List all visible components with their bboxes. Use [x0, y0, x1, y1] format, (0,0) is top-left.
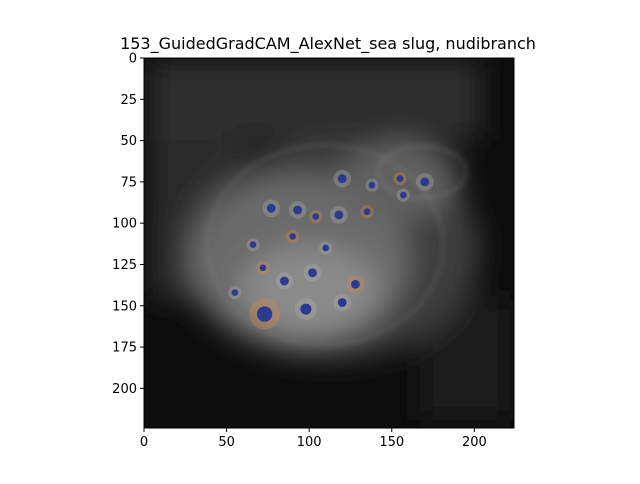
y-tick-label: 50: [120, 134, 137, 149]
y-tick-label: 100: [112, 217, 137, 232]
figure-title: 153_GuidedGradCAM_AlexNet_sea slug, nudi…: [120, 34, 536, 53]
y-tick-label: 0: [129, 52, 137, 67]
spot-dot: [312, 213, 320, 220]
y-tick-label: 150: [112, 299, 137, 314]
spot-dot: [368, 181, 376, 189]
x-axis-ticks: 0 50 100 150 200: [140, 428, 487, 450]
x-tick-label: 100: [297, 435, 322, 450]
y-tick-label: 200: [112, 382, 137, 397]
y-axis-ticks: 0 25 50 75 100 125 150 175 200: [112, 52, 144, 397]
x-tick-label: 0: [140, 435, 148, 450]
y-tick-label: 75: [120, 175, 137, 190]
spot-dot: [334, 210, 344, 220]
spot-dot: [308, 268, 317, 278]
spot-dot: [259, 264, 267, 272]
saliency-image: [144, 58, 514, 428]
spot-dot: [400, 191, 407, 199]
y-tick-label: 25: [120, 93, 137, 108]
spot-dot: [351, 279, 360, 289]
spot-dot: [337, 174, 347, 183]
spot-dot: [293, 205, 303, 215]
spot-dot: [231, 289, 239, 296]
spot-markers: [228, 169, 434, 330]
spot-dot: [280, 276, 289, 286]
spot-dot: [249, 241, 257, 248]
spot-dot: [396, 175, 404, 182]
x-tick-label: 200: [462, 435, 487, 450]
y-tick-label: 175: [112, 341, 137, 356]
y-tick-label: 125: [112, 258, 137, 273]
spot-dot: [337, 298, 347, 307]
spot-dot: [322, 244, 329, 252]
x-tick-label: 150: [379, 435, 404, 450]
axes-frame: [143, 57, 515, 429]
spot-dot: [256, 306, 273, 322]
spot-dot: [289, 233, 296, 240]
spot-dot: [363, 208, 371, 215]
spot-dot: [420, 177, 430, 187]
spot-dot: [300, 303, 312, 315]
x-tick-label: 50: [218, 435, 235, 450]
spot-dot: [266, 203, 276, 213]
